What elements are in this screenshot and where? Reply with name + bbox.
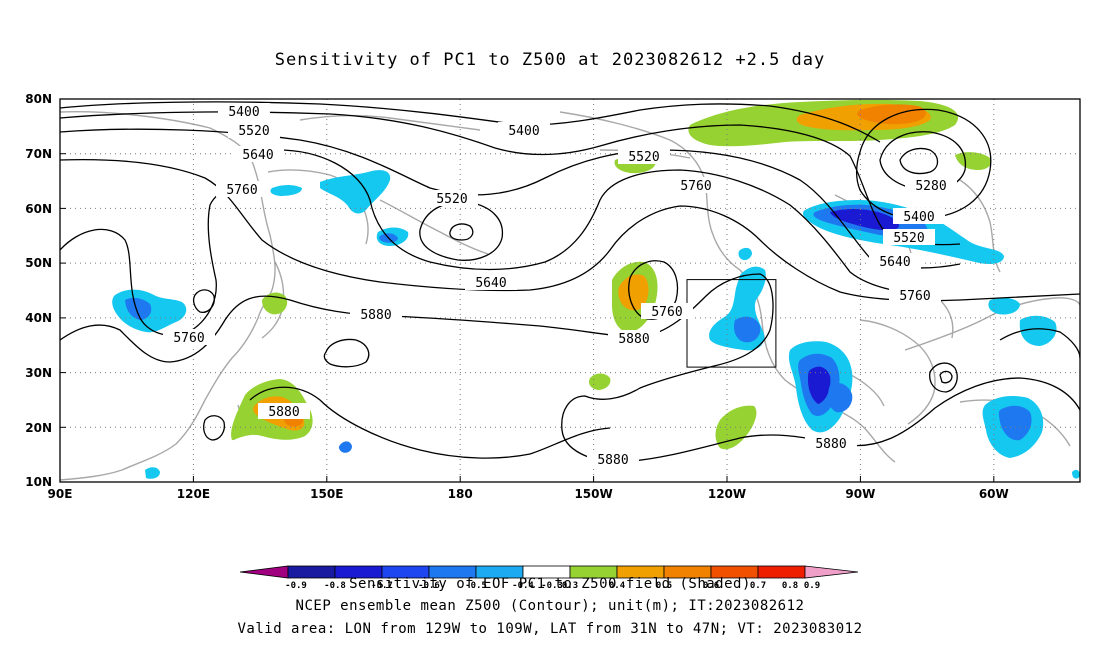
footer-valid-area: Valid area: LON from 129W to 109W, LAT f… [237,621,863,637]
contour-5280-low [879,131,967,192]
contour-5880-sw [203,415,226,441]
contour-5760-se [999,328,1080,359]
contour-label: 5880 [618,332,649,347]
lon-label: 90E [48,487,73,501]
lon-labels: 90E 120E 150E 180 150W 120W 90W 60W [48,487,1009,501]
lat-label: 20N [25,421,52,435]
lat-label: 50N [25,256,52,270]
lat-label: 30N [25,366,52,380]
contour-label: 5520 [628,150,659,165]
contour-label: 5760 [899,289,930,304]
colorbar-tick: 0.9 [804,581,820,591]
footer-contour-caption: NCEP ensemble mean Z500 (Contour); unit(… [295,598,805,614]
colorbar-tick: 0.5 [656,581,672,591]
colorbar-tick: -0.7 [371,581,393,591]
lat-label: 60N [25,202,52,216]
contour-label: 5400 [228,105,259,120]
contour-label: 5400 [903,210,934,225]
contour-label: 5880 [815,437,846,452]
contour-5520-north [60,111,961,246]
colorbar-tick: -0.3 [541,581,563,591]
lon-label: 120E [177,487,210,501]
contour-label: 5640 [475,276,506,291]
colorbar-tick: 0.6 [703,581,719,591]
lat-label: 10N [25,475,52,489]
lat-label: 80N [25,92,52,106]
contour-5880-pacific [249,386,611,459]
contour-5760-mid [60,158,1080,302]
colorbar-tick: 0.3 [562,581,578,591]
lon-label: 150E [310,487,343,501]
axis-ticks [60,98,995,483]
contour-labels: 5400 5400 5400 5520 5520 5520 5520 5640 … [163,103,957,468]
lon-label: 90W [845,487,875,501]
lon-label: 120W [708,487,746,501]
colorbar-tick: -0.9 [285,581,307,591]
lon-label: 180 [448,487,473,501]
contour-label: 5760 [680,179,711,194]
colorbar-tick: 0.4 [609,581,626,591]
colorbar-tick: -0.8 [324,581,346,591]
contour-label: 5880 [360,308,391,323]
colorbar-tick: -0.4 [512,581,534,591]
colorbar-arrow-right [804,565,859,579]
contour-5880-east [929,362,958,393]
contour-label: 5880 [597,453,628,468]
colorbar-tick: -0.6 [418,581,440,591]
contour-label: 5520 [436,192,467,207]
contour-5280-inner [899,147,939,175]
lon-label: 60W [979,487,1009,501]
contour-5880-east-inner [939,370,953,384]
contour-label: 5520 [893,231,924,246]
lat-labels: 80N 70N 60N 50N 40N 30N 20N 10N [25,92,52,489]
contour-label: 5400 [508,124,539,139]
positive-regions [231,99,992,450]
contour-label: 5640 [242,148,273,163]
contour-5640-mid [269,149,941,295]
contour-label: 5280 [915,179,946,194]
contour-label: 5760 [226,183,257,198]
contour-label: 5640 [879,255,910,270]
contour-label: 5880 [268,405,299,420]
contour-loop-south [193,289,215,313]
contour-5520-inner [449,223,474,241]
footer-shading-caption: Sensitivity of EOF PC1 to Z500 field (Sh… [349,576,751,592]
contour-5640-north [60,128,961,269]
colorbar-tick: -0.5 [465,581,487,591]
contour-label: 5520 [238,124,269,139]
colorbar: -0.9 -0.8 -0.7 -0.6 -0.5 -0.4 -0.3 0.3 0… [239,565,859,591]
plot-frame [59,98,1081,483]
chart-title: Sensitivity of PC1 to Z500 at 2023082612… [274,50,826,70]
colorbar-tick: 0.7 [750,581,766,591]
lat-label: 40N [25,311,52,325]
contour-label: 5760 [651,305,682,320]
contour-5400-loop [855,108,992,220]
valid-area-box [686,279,777,368]
colorbar-tick: 0.8 [782,581,798,591]
contour-5880-loop [323,338,370,368]
contour-5760-loop [628,260,679,320]
lon-label: 150W [574,487,612,501]
lat-label: 70N [25,147,52,161]
contour-label: 5760 [173,331,204,346]
